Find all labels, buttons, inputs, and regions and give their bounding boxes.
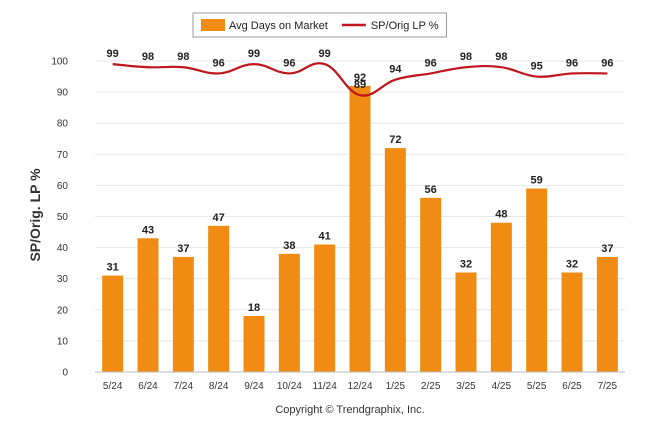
x-tick-label: 7/25 [598,381,618,392]
line-value-label: 98 [142,51,154,63]
bar [455,272,477,372]
line-value-label: 96 [601,57,613,69]
bar [278,253,300,372]
bar [349,85,371,372]
bar [137,238,159,372]
bar-value-label: 38 [283,240,295,252]
y-tick-label: 90 [57,88,69,99]
y-tick-label: 30 [57,274,69,285]
line-value-label: 96 [283,57,295,69]
y-tick-label: 40 [57,243,69,254]
bar [561,272,583,372]
bar-value-label: 72 [389,134,401,146]
line-series [112,62,608,97]
legend-bar-label: Avg Days on Market [229,20,328,32]
y-tick-label: 50 [57,212,69,223]
line-labels: 99 98 98 96 99 96 99 89 94 96 98 98 95 96 96 [107,48,614,91]
line-value-label: 94 [389,64,402,76]
line-value-label: 96 [425,57,437,69]
x-tick-label: 11/24 [313,381,338,392]
line-value-label: 98 [495,51,507,63]
bar [314,244,336,372]
bar-value-label: 59 [531,175,543,187]
x-tick-label: 6/24 [138,381,158,392]
bar-value-label: 37 [601,243,613,255]
x-tick-label: 2/25 [421,381,441,392]
bar-value-label: 31 [107,262,119,274]
legend-line-label: SP/Orig LP % [371,20,439,32]
line-value-label: 99 [248,48,260,60]
line-value-label: 98 [177,51,189,63]
line-value-label: 96 [213,57,225,69]
legend: Avg Days on Market SP/Orig LP % [192,12,448,38]
bar-value-label: 37 [177,243,189,255]
x-tick-label: 10/24 [277,381,302,392]
line-value-label: 98 [460,51,472,63]
x-tick-label: 5/24 [103,381,123,392]
x-axis-ticks: 5/24 6/24 7/24 8/24 9/24 10/24 11/24 12/24 1/25 2… [103,381,618,392]
line-value-label: 99 [319,48,331,60]
bar-value-label: 32 [460,258,472,270]
y-tick-label: 100 [51,57,68,68]
line-value-label: 89 [354,79,366,91]
x-tick-label: 3/25 [456,381,476,392]
bars [102,85,618,372]
y-tick-label: 60 [57,181,69,192]
y-axis-ticks: 0 10 20 30 40 50 60 70 80 90 100 [51,57,68,379]
bar-value-label: 47 [213,212,225,224]
line-value-label: 99 [107,48,119,60]
bar-value-label: 41 [319,230,331,242]
x-tick-label: 4/25 [492,381,512,392]
x-tick-label: 9/24 [244,381,264,392]
bar [384,148,406,372]
y-tick-label: 20 [57,305,69,316]
legend-box [192,12,448,38]
legend-bar-swatch [201,19,225,31]
y-tick-label: 10 [57,336,69,347]
x-tick-label: 6/25 [562,381,582,392]
x-tick-label: 1/25 [386,381,406,392]
bar-labels: 31 43 37 47 18 38 41 92 72 56 32 48 59 32 37 [107,72,614,314]
bar-value-label: 48 [495,209,507,221]
x-tick-label: 7/24 [174,381,194,392]
bar-value-label: 18 [248,302,260,314]
y-axis-title: SP/Orig. LP % [27,168,43,262]
bar [420,197,442,372]
y-tick-label: 80 [57,119,69,130]
bar [526,188,548,372]
bar-value-label: 32 [566,258,578,270]
bar [243,316,265,372]
line-value-label: 96 [566,57,578,69]
y-tick-label: 70 [57,150,69,161]
sp-orig-lp-line [112,62,608,97]
x-tick-label: 12/24 [347,381,372,392]
bar [596,256,618,372]
bar-value-label: 43 [142,224,154,236]
x-tick-label: 5/25 [527,381,547,392]
bar-value-label: 92 [354,72,366,84]
copyright: Copyright © Trendgraphix, Inc. [275,404,424,416]
bar-value-label: 56 [425,184,437,196]
bar [172,256,194,372]
bar [208,225,230,372]
bar [490,222,512,372]
bar [102,275,124,372]
line-value-label: 95 [531,61,543,73]
y-tick-label: 0 [62,368,68,379]
x-tick-label: 8/24 [209,381,229,392]
